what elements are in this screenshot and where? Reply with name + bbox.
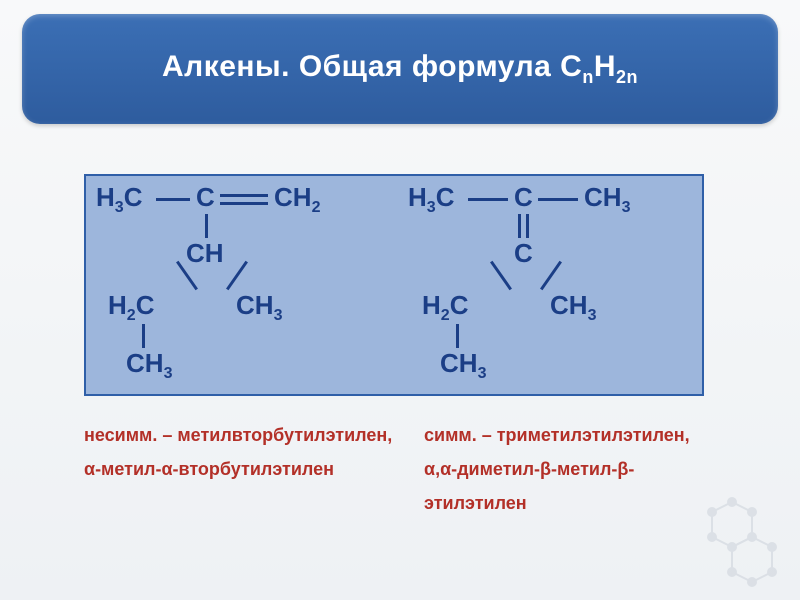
bond [538, 198, 578, 201]
double-bond [518, 214, 529, 238]
frag-ch3a: CH3 [236, 290, 282, 325]
structure-left: H3C C CH2 CH H2C CH3 CH3 [86, 176, 394, 394]
page-title: Алкены. Общая формула СnH2n [162, 50, 638, 88]
caption-left: несимм. – метилвторбутилэтилен,α-метил-α… [84, 418, 424, 521]
frag-h2c: H2C [108, 290, 154, 325]
bond [490, 261, 512, 291]
bond [156, 198, 190, 201]
bond [220, 202, 268, 205]
bond [205, 214, 208, 238]
bond [540, 261, 562, 291]
frag-ch2: CH2 [274, 182, 320, 217]
title-banner: Алкены. Общая формула СnH2n [22, 14, 778, 124]
frag-c: C [196, 182, 215, 213]
decorative-molecule-icon [672, 492, 792, 592]
frag-h2c: H2C [422, 290, 468, 325]
frag-ch3b: CH3 [440, 348, 486, 383]
frag-ch3: CH3 [584, 182, 630, 217]
structures-panel: H3C C CH2 CH H2C CH3 CH3 H3C C CH3 C H2C [84, 174, 704, 396]
frag-c2: C [514, 238, 533, 269]
bond [456, 324, 459, 348]
frag-c1: C [514, 182, 533, 213]
frag-h3c: H3C [96, 182, 142, 217]
frag-ch3a: CH3 [550, 290, 596, 325]
bond [142, 324, 145, 348]
bond [468, 198, 508, 201]
frag-ch: CH [186, 238, 224, 269]
structure-right: H3C C CH3 C H2C CH3 CH3 [394, 176, 702, 394]
frag-h3c: H3C [408, 182, 454, 217]
captions: несимм. – метилвторбутилэтилен,α-метил-α… [84, 418, 764, 521]
bond [220, 194, 268, 197]
bond [226, 261, 248, 291]
frag-ch3b: CH3 [126, 348, 172, 383]
